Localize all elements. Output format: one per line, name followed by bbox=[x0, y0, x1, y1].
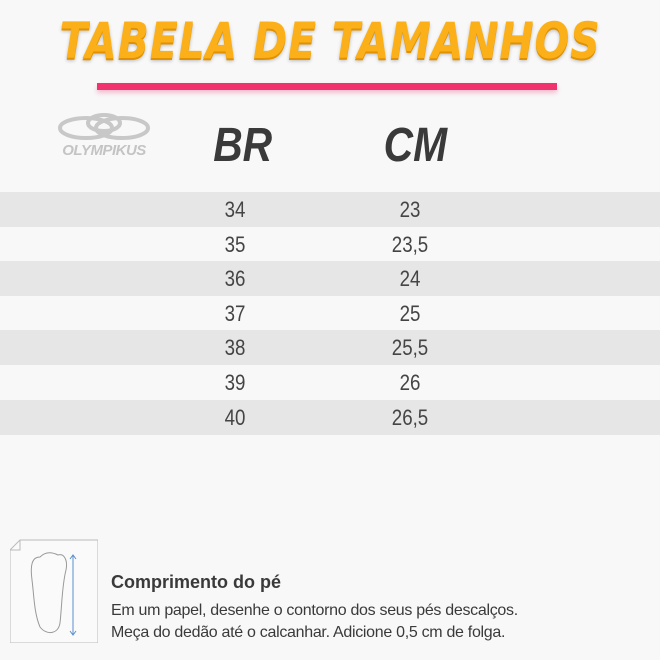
cell-cm: 26,5 bbox=[391, 404, 429, 430]
table-row: 37 25 bbox=[0, 296, 660, 331]
title-underline bbox=[97, 83, 557, 90]
foot-measure-icon bbox=[10, 539, 98, 643]
table-row: 38 25,5 bbox=[0, 330, 660, 366]
cell-br: 34 bbox=[224, 197, 246, 222]
header-cm: CM bbox=[383, 119, 448, 172]
cell-br: 36 bbox=[224, 266, 246, 292]
cell-br: 35 bbox=[224, 231, 246, 257]
cell-cm: 24 bbox=[399, 266, 421, 292]
footer-title: Comprimento do pé bbox=[111, 572, 281, 592]
instruction-line: Em um papel, desenhe o contorno dos seus… bbox=[111, 602, 518, 619]
instruction-line: Meça do dedão até o calcanhar. Adicione … bbox=[111, 624, 506, 641]
cell-cm: 25,5 bbox=[391, 335, 429, 361]
table-row: 39 26 bbox=[0, 365, 660, 400]
cell-cm: 23 bbox=[399, 197, 421, 222]
footer-instructions: Em um papel, desenhe o contorno dos seus… bbox=[111, 600, 518, 644]
cell-cm: 26 bbox=[399, 370, 421, 395]
cell-br: 39 bbox=[224, 370, 246, 395]
brand-logo: OLYMPIKUS bbox=[52, 112, 156, 162]
brand-name: OLYMPIKUS bbox=[62, 142, 146, 159]
cell-cm: 25 bbox=[399, 300, 421, 326]
cell-cm: 23,5 bbox=[391, 231, 429, 257]
cell-br: 38 bbox=[224, 335, 246, 361]
rings-icon bbox=[58, 113, 150, 140]
table-row: 36 24 bbox=[0, 261, 660, 297]
table-row: 40 26,5 bbox=[0, 399, 660, 435]
table-row: 34 23 bbox=[0, 192, 660, 227]
page-title: TABELA DE TAMANHOS bbox=[59, 12, 601, 70]
header-br: BR bbox=[213, 119, 273, 172]
cell-br: 37 bbox=[224, 300, 246, 326]
table-row: 35 23,5 bbox=[0, 227, 660, 262]
cell-br: 40 bbox=[224, 404, 246, 430]
